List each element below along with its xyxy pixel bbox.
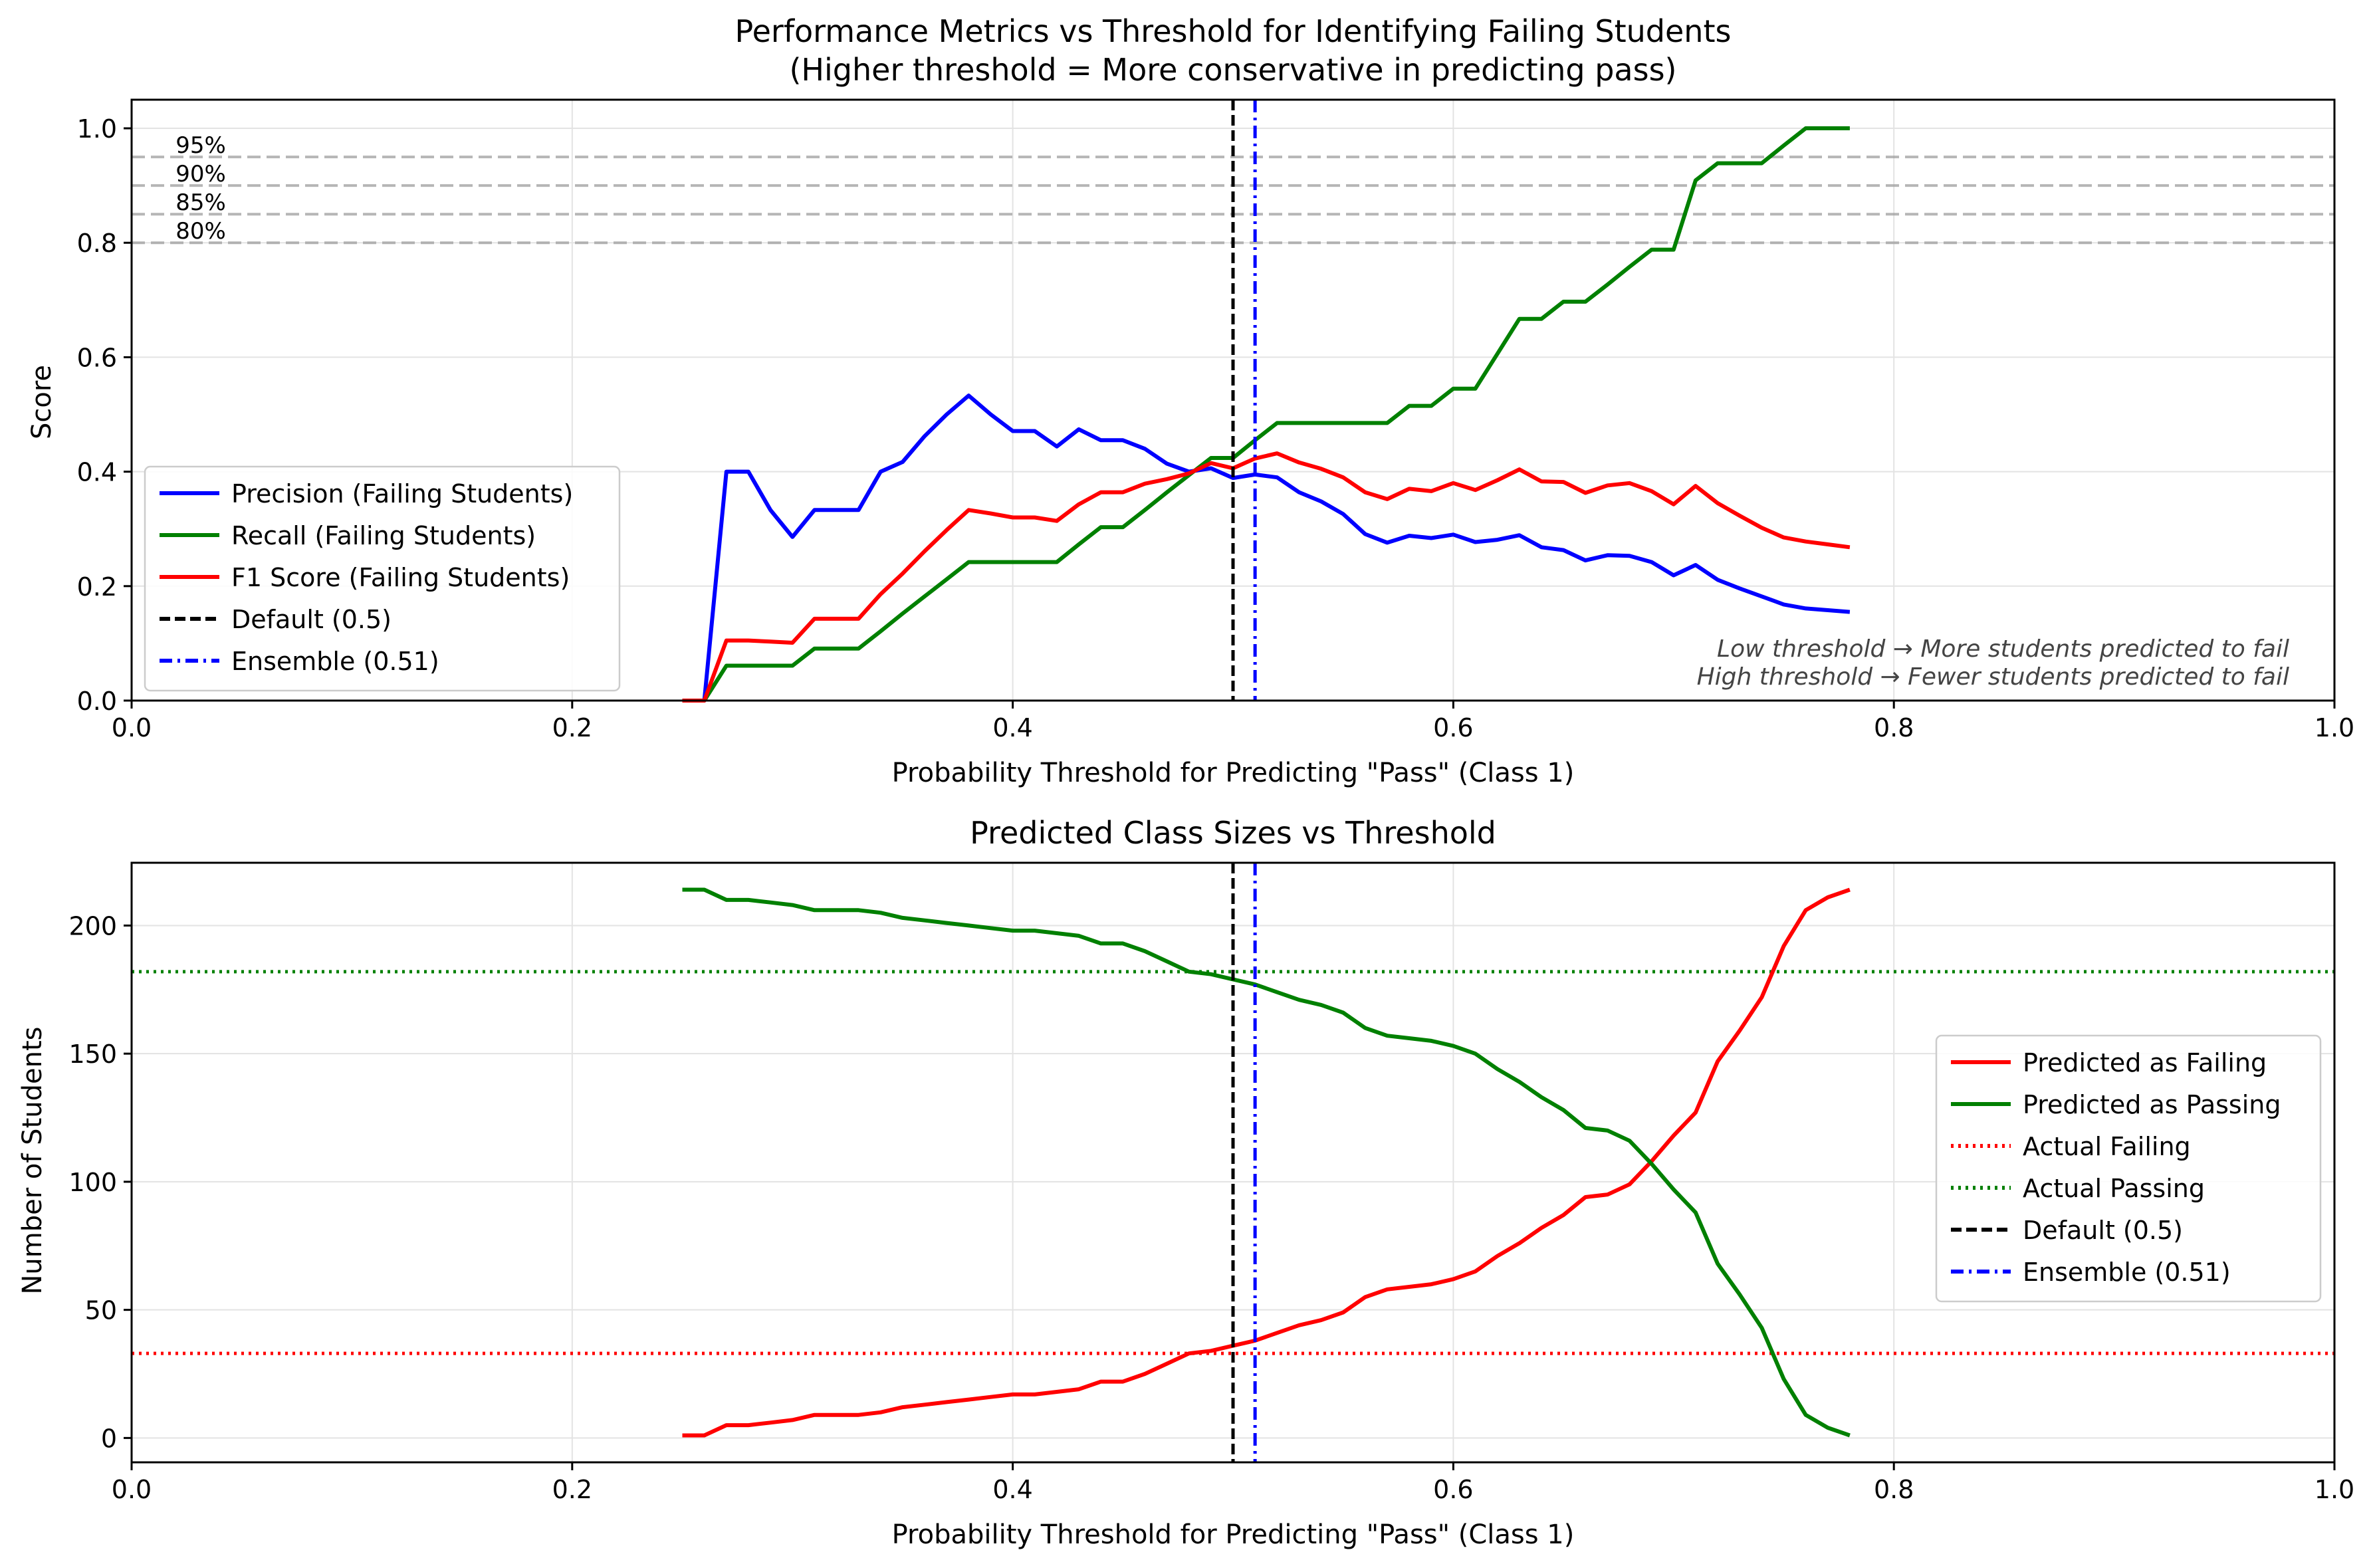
series-line bbox=[682, 887, 1851, 1438]
y-tick-label: 150 bbox=[68, 1040, 117, 1069]
legend: Predicted as Failing Predicted as Passing… bbox=[1935, 1034, 2322, 1303]
y-axis-label: Number of Students bbox=[17, 1027, 48, 1295]
y-tick-label: 100 bbox=[68, 1168, 117, 1197]
x-tick-label: 0.4 bbox=[992, 713, 1032, 742]
series-line bbox=[682, 451, 1851, 703]
series-line bbox=[682, 126, 1850, 703]
x-tick-label: 0.0 bbox=[112, 713, 152, 742]
y-tick-label: 50 bbox=[85, 1296, 117, 1325]
legend-label: Recall (Failing Students) bbox=[231, 521, 536, 550]
chart-title: Performance Metrics vs Threshold for Ide… bbox=[735, 13, 1732, 49]
annotation-line-2: High threshold → Fewer students predicte… bbox=[1697, 663, 2289, 691]
legend-label: F1 Score (Failing Students) bbox=[231, 563, 570, 592]
reference-line-label: 80% bbox=[175, 218, 226, 245]
threshold-lines bbox=[1231, 100, 1257, 701]
legend-box bbox=[144, 465, 621, 692]
class-sizes-chart: Predicted Class Sizes vs Threshold 0.0 0.… bbox=[17, 815, 2354, 1550]
x-tick-label: 1.0 bbox=[2315, 1475, 2354, 1504]
chart-subtitle: (Higher threshold = More conservative in… bbox=[789, 52, 1676, 88]
reference-line-label: 85% bbox=[175, 189, 226, 216]
legend-label: Ensemble (0.51) bbox=[2023, 1258, 2231, 1287]
reference-line-label: 95% bbox=[175, 132, 226, 159]
threshold-lines bbox=[1231, 863, 1257, 1462]
x-axis-label: Probability Threshold for Predicting "Pa… bbox=[892, 758, 1575, 788]
x-tick-label: 0.8 bbox=[1874, 713, 1914, 742]
x-axis-ticks: 0.0 0.2 0.4 0.6 0.8 1.0 bbox=[112, 1462, 2354, 1504]
legend: Precision (Failing Students) Recall (Fail… bbox=[144, 465, 621, 692]
y-tick-label: 0.6 bbox=[77, 343, 117, 372]
series-lines bbox=[682, 887, 1851, 1438]
performance-metrics-chart: Performance Metrics vs Threshold for Ide… bbox=[27, 13, 2354, 788]
series-line bbox=[682, 393, 1851, 703]
legend-label: Default (0.5) bbox=[2023, 1216, 2183, 1245]
x-tick-label: 0.6 bbox=[1433, 713, 1473, 742]
legend-label: Ensemble (0.51) bbox=[231, 647, 439, 676]
series-line bbox=[682, 887, 1851, 1438]
y-axis-ticks: 0 50 100 150 200 bbox=[68, 911, 132, 1453]
x-tick-label: 0.2 bbox=[552, 713, 592, 742]
x-tick-label: 0.0 bbox=[112, 1475, 152, 1504]
legend-label: Default (0.5) bbox=[231, 605, 392, 634]
chart-title: Predicted Class Sizes vs Threshold bbox=[970, 815, 1496, 851]
x-tick-label: 0.6 bbox=[1433, 1475, 1473, 1504]
legend-label: Precision (Failing Students) bbox=[231, 479, 573, 508]
x-axis-label: Probability Threshold for Predicting "Pa… bbox=[892, 1519, 1575, 1550]
legend-label: Predicted as Failing bbox=[2023, 1048, 2267, 1077]
x-tick-label: 1.0 bbox=[2315, 713, 2354, 742]
y-tick-label: 0.0 bbox=[77, 687, 117, 716]
x-tick-label: 0.2 bbox=[552, 1475, 592, 1504]
legend-label: Actual Failing bbox=[2023, 1132, 2191, 1161]
y-tick-label: 0.8 bbox=[77, 229, 117, 258]
x-tick-label: 0.8 bbox=[1874, 1475, 1914, 1504]
y-tick-label: 200 bbox=[68, 911, 117, 941]
y-axis-ticks: 0.0 0.2 0.4 0.6 0.8 1.0 bbox=[77, 114, 132, 716]
y-tick-label: 0 bbox=[101, 1424, 117, 1453]
legend-label: Actual Passing bbox=[2023, 1174, 2205, 1203]
y-tick-label: 0.2 bbox=[77, 572, 117, 602]
annotation-line-1: Low threshold → More students predicted … bbox=[1717, 635, 2289, 663]
plot-frame bbox=[130, 98, 2336, 702]
reference-line-label: 90% bbox=[175, 161, 226, 187]
plot-frame bbox=[130, 861, 2336, 1464]
legend-box bbox=[1935, 1034, 2322, 1303]
y-tick-label: 0.4 bbox=[77, 458, 117, 487]
x-axis-ticks: 0.0 0.2 0.4 0.6 0.8 1.0 bbox=[112, 701, 2354, 742]
y-axis-label: Score bbox=[27, 365, 57, 439]
y-tick-label: 1.0 bbox=[77, 114, 117, 144]
reference-lines bbox=[132, 970, 2334, 1355]
x-tick-label: 0.4 bbox=[992, 1475, 1032, 1504]
legend-label: Predicted as Passing bbox=[2023, 1090, 2281, 1119]
series-lines bbox=[682, 126, 1851, 703]
